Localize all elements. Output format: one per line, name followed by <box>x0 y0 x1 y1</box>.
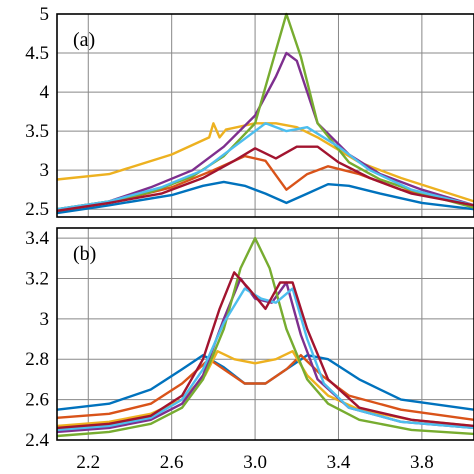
panel-b-label: (b) <box>73 243 96 265</box>
panel-a-series-line-5 <box>56 12 474 211</box>
panel-a-y-tick-labels: 2.5 3 3.5 4 4.5 5 <box>25 4 49 220</box>
panel-b-y-tick-label: 3.4 <box>25 228 49 249</box>
panel-a-y-tick-label: 3 <box>40 160 50 181</box>
panel-b-series-line-2 <box>56 354 474 421</box>
panel-a-frame <box>56 13 474 218</box>
panel-a-series-line-7 <box>56 145 474 212</box>
panel-a-y-tick-label: 4.5 <box>25 43 49 64</box>
panel-b-series-line-4 <box>56 277 474 434</box>
panel-b-y-tick-label: 3.2 <box>25 268 49 289</box>
panel-b-series-line-7 <box>56 271 474 430</box>
panel-b-y-tick-label: 2.4 <box>25 430 49 451</box>
panel-b-x-tick-label: 3.0 <box>243 452 267 473</box>
panel-b-x-tick-labels: 2.2 2.6 3.0 3.4 3.8 <box>76 452 433 473</box>
panel-a-y-tick-label: 2.5 <box>25 199 49 220</box>
panel-a: 2.5 3 3.5 4 4.5 5 (a) <box>25 4 474 220</box>
panel-a-y-tick-label: 5 <box>40 4 50 25</box>
panel-a-label: (a) <box>73 29 95 51</box>
panel-b-series-line-3 <box>56 350 474 428</box>
panel-b: 2.4 2.6 2.8 3 3.2 3.4 2.2 2.6 3.0 3.4 3.8 (b) <box>25 227 474 473</box>
panel-b-series <box>56 236 474 438</box>
panel-b-series-line-6 <box>56 287 474 432</box>
panel-b-frame <box>56 227 474 441</box>
panel-a-series <box>56 12 474 215</box>
panel-b-y-tick-label: 2.8 <box>25 349 49 370</box>
panel-b-y-tick-labels: 2.4 2.6 2.8 3 3.2 3.4 <box>25 228 49 451</box>
panel-a-y-tick-label: 4 <box>40 82 50 103</box>
panel-b-x-tick-label: 2.2 <box>76 452 100 473</box>
panel-a-series-line-6 <box>56 122 474 211</box>
panel-b-y-tick-label: 3 <box>40 309 50 330</box>
panel-b-x-tick-label: 3.8 <box>410 452 434 473</box>
panel-a-series-line-4 <box>56 51 474 211</box>
panel-b-x-tick-label: 3.4 <box>327 452 351 473</box>
panel-b-y-tick-label: 2.6 <box>25 390 49 411</box>
panel-a-y-tick-label: 3.5 <box>25 121 49 142</box>
panel-a-series-line-1 <box>56 180 474 215</box>
panel-b-series-line-5 <box>56 236 474 438</box>
panel-b-x-tick-label: 2.6 <box>160 452 184 473</box>
